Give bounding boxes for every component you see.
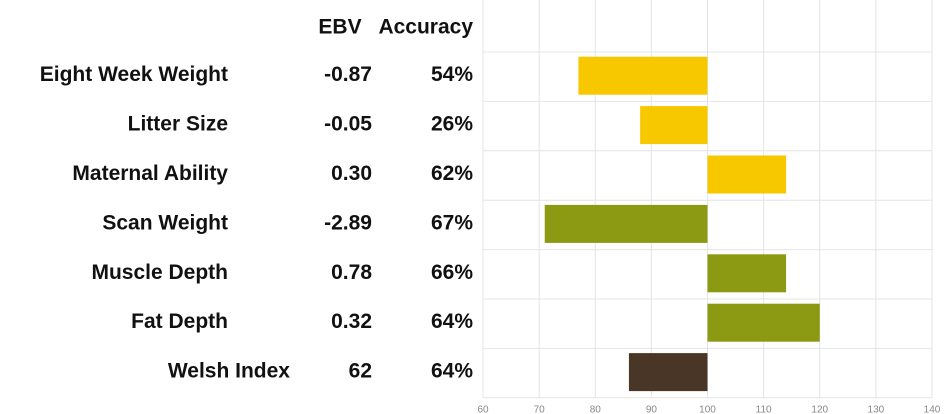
column-header: Accuracy (378, 16, 473, 39)
bar (628, 353, 708, 392)
ebv-value: -2.89 (324, 211, 372, 234)
accuracy-value: 64% (431, 360, 473, 383)
row-label: Fat Depth (131, 310, 228, 333)
row-label: Maternal Ability (72, 162, 228, 185)
x-tick-label: 110 (756, 404, 772, 414)
ebv-value: 0.78 (331, 261, 372, 284)
bar (578, 56, 708, 95)
x-tick-label: 60 (477, 404, 489, 414)
accuracy-value: 54% (431, 63, 473, 86)
ebv-value: 0.32 (331, 310, 372, 333)
bar (544, 204, 708, 243)
x-tick-label: 70 (534, 404, 546, 414)
x-tick-label: 80 (590, 404, 602, 414)
x-tick-label: 120 (811, 404, 828, 414)
bar (640, 106, 708, 145)
row-label: Litter Size (128, 113, 228, 136)
row-label: Eight Week Weight (40, 63, 228, 86)
bar (707, 254, 787, 293)
ebv-value: -0.87 (324, 63, 372, 86)
accuracy-value: 26% (431, 113, 473, 136)
row-label: Welsh Index (168, 360, 290, 383)
x-tick-label: 130 (868, 404, 885, 414)
ebv-value: 0.30 (331, 162, 372, 185)
x-tick-label: 140 (924, 404, 941, 414)
accuracy-value: 64% (431, 310, 473, 333)
ebv-value: 62 (349, 360, 372, 383)
accuracy-value: 67% (431, 211, 473, 234)
bar (707, 303, 820, 342)
accuracy-value: 66% (431, 261, 473, 284)
x-tick-label: 90 (646, 404, 658, 414)
bar (707, 155, 787, 194)
x-tick-label: 100 (699, 404, 716, 414)
row-label: Scan Weight (102, 211, 228, 234)
ebv-value: -0.05 (324, 113, 372, 136)
column-header: EBV (318, 16, 361, 39)
row-label: Muscle Depth (91, 261, 228, 284)
accuracy-value: 62% (431, 162, 473, 185)
